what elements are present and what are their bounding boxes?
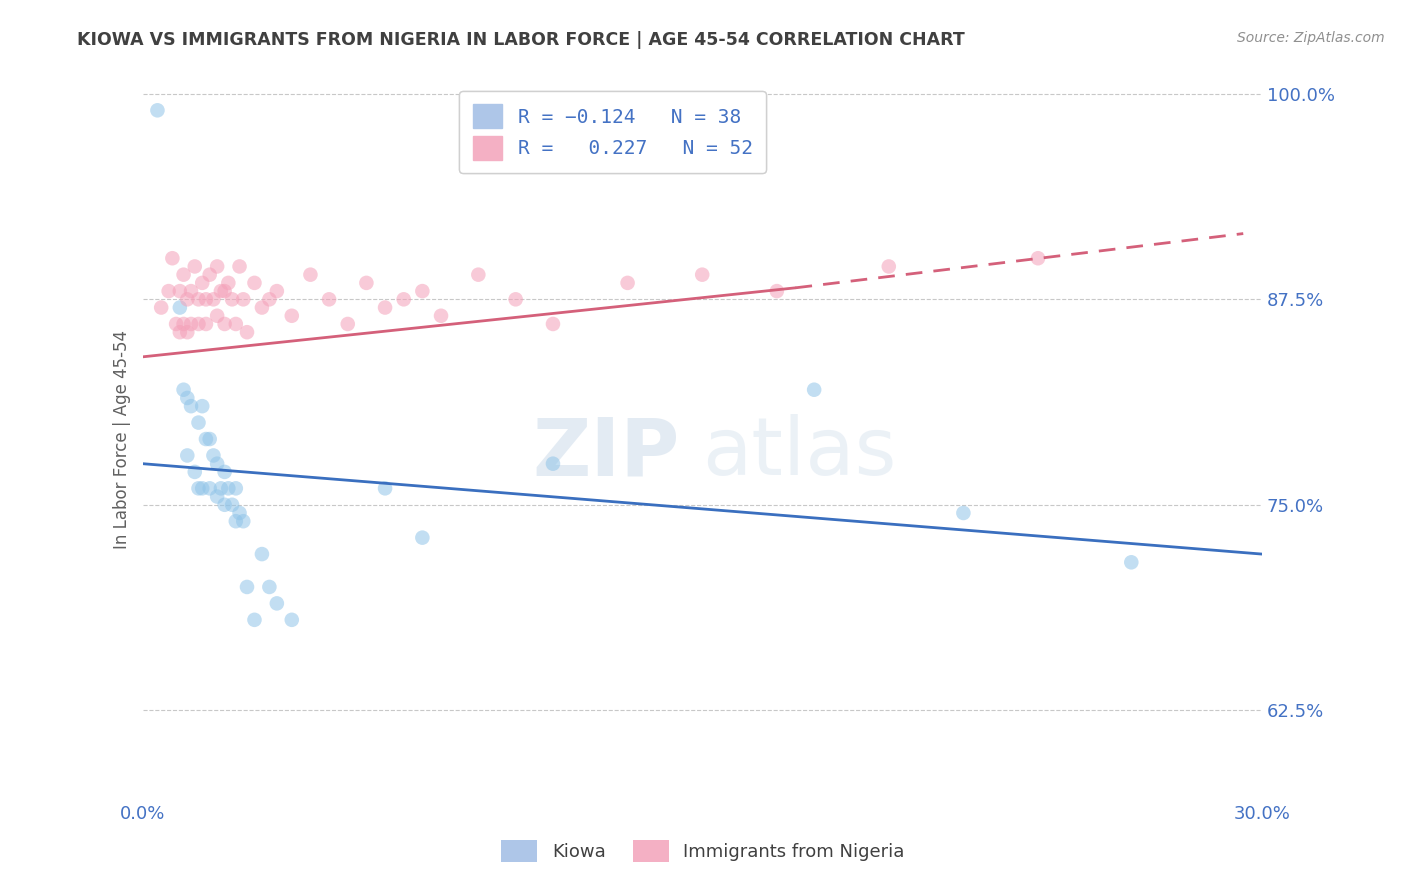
Point [173,317,195,331]
Point [191,481,214,495]
Point [505,293,527,307]
Point [281,613,304,627]
Point [616,276,638,290]
Point [541,457,564,471]
Point [173,268,195,282]
Point [411,531,433,545]
Point [374,481,396,495]
Point [205,457,228,471]
Point [176,325,198,339]
Point [243,613,266,627]
Text: atlas: atlas [702,415,897,492]
Point [214,465,236,479]
Point [217,276,239,290]
Point [690,268,713,282]
Point [1121,555,1143,569]
Point [180,317,202,331]
Text: Source: ZipAtlas.com: Source: ZipAtlas.com [1237,31,1385,45]
Point [467,268,489,282]
Point [877,260,900,274]
Point [162,252,184,266]
Point [411,284,433,298]
Point [194,293,217,307]
Point [250,301,273,315]
Point [205,490,228,504]
Point [259,293,281,307]
Point [194,432,217,446]
Point [198,268,221,282]
Point [243,276,266,290]
Point [214,498,236,512]
Point [169,325,191,339]
Point [173,383,195,397]
Point [318,293,340,307]
Point [225,514,247,528]
Point [209,481,232,495]
Text: ZIP: ZIP [533,415,681,492]
Point [169,301,191,315]
Point [356,276,378,290]
Point [187,416,209,430]
Point [232,293,254,307]
Point [202,449,225,463]
Point [217,481,239,495]
Point [250,547,273,561]
Point [236,580,259,594]
Point [299,268,322,282]
Point [191,399,214,413]
Point [180,284,202,298]
Point [187,293,209,307]
Point [187,317,209,331]
Point [259,580,281,594]
Point [169,284,191,298]
Point [430,309,453,323]
Point [184,465,207,479]
Point [198,432,221,446]
Point [232,514,254,528]
Point [205,309,228,323]
Point [198,481,221,495]
Point [266,284,288,298]
Point [236,325,259,339]
Point [214,317,236,331]
Point [191,276,214,290]
Point [541,317,564,331]
Y-axis label: In Labor Force | Age 45-54: In Labor Force | Age 45-54 [114,329,131,549]
Point [150,301,173,315]
Point [392,293,415,307]
Point [184,260,207,274]
Point [187,481,209,495]
Point [176,449,198,463]
Point [952,506,974,520]
Point [221,293,243,307]
Point [225,481,247,495]
Point [194,317,217,331]
Legend: Kiowa, Immigrants from Nigeria: Kiowa, Immigrants from Nigeria [494,833,912,870]
Point [205,260,228,274]
Point [209,284,232,298]
Point [225,317,247,331]
Point [228,260,250,274]
Point [803,383,825,397]
Point [766,284,789,298]
Point [176,391,198,405]
Point [266,596,288,610]
Point [180,399,202,413]
Point [214,284,236,298]
Point [1026,252,1049,266]
Point [281,309,304,323]
Point [176,293,198,307]
Point [228,506,250,520]
Point [374,301,396,315]
Point [336,317,359,331]
Point [221,498,243,512]
Text: KIOWA VS IMMIGRANTS FROM NIGERIA IN LABOR FORCE | AGE 45-54 CORRELATION CHART: KIOWA VS IMMIGRANTS FROM NIGERIA IN LABO… [77,31,965,49]
Point [157,284,180,298]
Point [146,103,169,118]
Point [202,293,225,307]
Point [165,317,187,331]
Legend: R = −0.124   N = 38, R =   0.227   N = 52: R = −0.124 N = 38, R = 0.227 N = 52 [460,91,766,173]
